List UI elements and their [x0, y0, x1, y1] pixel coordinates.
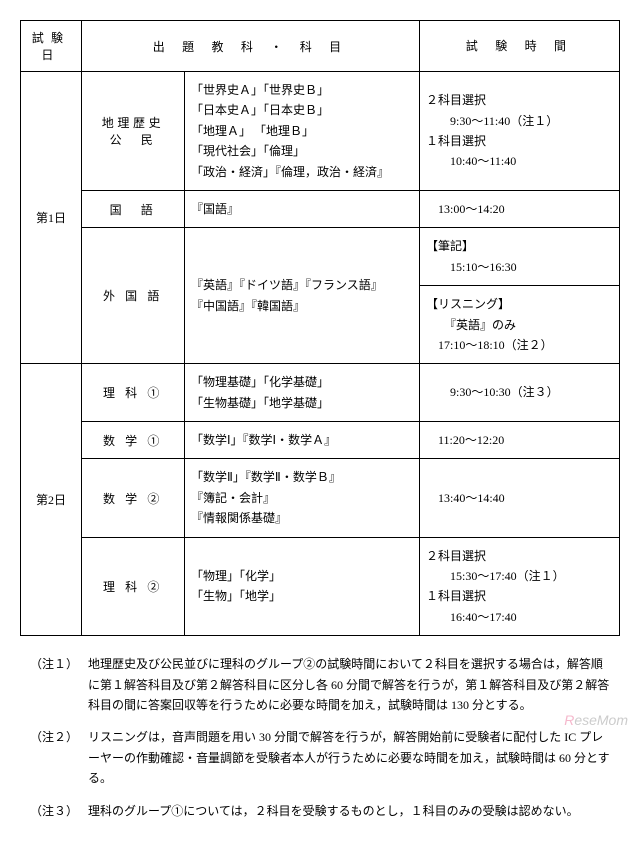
items-cell: 「物理基礎」「化学基礎」 「生物基礎」「地学基礎」 [185, 364, 420, 422]
items-cell: 『英語』『ドイツ語』『フランス語』 『中国語』『韓国語』 [185, 228, 420, 364]
subject-cell: 国 語 [82, 190, 185, 227]
note-label: （注３） [30, 801, 88, 821]
table-row: 外 国 語 『英語』『ドイツ語』『フランス語』 『中国語』『韓国語』 【筆記】 … [21, 228, 620, 286]
note-label: （注２） [30, 727, 88, 788]
time-cell: 13:00～14:20 [420, 190, 620, 227]
subject-cell: 数 学 ① [82, 422, 185, 459]
exam-schedule-table: 試験日 出 題 教 科 ・ 科 目 試 験 時 間 第1日 地理歴史 公 民 「… [20, 20, 620, 636]
items-cell: 「物理」「化学」 「生物」「地学」 [185, 537, 420, 636]
note-item: （注１） 地理歴史及び公民並びに理科のグループ②の試験時間において２科目を選択す… [30, 654, 610, 715]
time-cell: 9:30～10:30（注３） [420, 364, 620, 422]
note-item: （注２） リスニングは，音声問題を用い 30 分間で解答を行うが，解答開始前に受… [30, 727, 610, 788]
time-cell: 11:20～12:20 [420, 422, 620, 459]
subject-cell: 数 学 ② [82, 459, 185, 537]
day-cell: 第2日 [21, 364, 82, 636]
table-row: 理 科 ② 「物理」「化学」 「生物」「地学」 ２科目選択 15:30～17:4… [21, 537, 620, 636]
time-cell: ２科目選択 9:30～11:40（注１） １科目選択 10:40～11:40 [420, 72, 620, 191]
header-subject: 出 題 教 科 ・ 科 目 [82, 21, 420, 72]
items-cell: 「数学Ⅰ」『数学Ⅰ・数学Ａ』 [185, 422, 420, 459]
table-row: 第1日 地理歴史 公 民 「世界史Ａ」「世界史Ｂ」 「日本史Ａ」「日本史Ｂ」 「… [21, 72, 620, 191]
subject-cell: 理 科 ② [82, 537, 185, 636]
time-cell: 【筆記】 15:10～16:30 [420, 228, 620, 286]
note-text: 理科のグループ①については，２科目を受験するものとし，１科目のみの受験は認めない… [88, 801, 579, 821]
items-cell: 「世界史Ａ」「世界史Ｂ」 「日本史Ａ」「日本史Ｂ」 「地理Ａ」 「地理Ｂ」 「現… [185, 72, 420, 191]
table-row: 国 語 『国語』 13:00～14:20 [21, 190, 620, 227]
notes-section: （注１） 地理歴史及び公民並びに理科のグループ②の試験時間において２科目を選択す… [30, 654, 610, 821]
header-time: 試 験 時 間 [420, 21, 620, 72]
day-cell: 第1日 [21, 72, 82, 364]
table-row: 第2日 理 科 ① 「物理基礎」「化学基礎」 「生物基礎」「地学基礎」 9:30… [21, 364, 620, 422]
watermark: ReseMom [564, 712, 628, 728]
subject-cell: 地理歴史 公 民 [82, 72, 185, 191]
note-item: （注３） 理科のグループ①については，２科目を受験するものとし，１科目のみの受験… [30, 801, 610, 821]
table-row: 数 学 ② 「数学Ⅱ」『数学Ⅱ・数学Ｂ』 『簿記・会計』 『情報関係基礎』 13… [21, 459, 620, 537]
items-cell: 「数学Ⅱ」『数学Ⅱ・数学Ｂ』 『簿記・会計』 『情報関係基礎』 [185, 459, 420, 537]
time-cell: 【リスニング】 『英語』のみ 17:10～18:10（注２） [420, 286, 620, 364]
note-text: 地理歴史及び公民並びに理科のグループ②の試験時間において２科目を選択する場合は，… [88, 654, 610, 715]
time-cell: ２科目選択 15:30～17:40（注１） １科目選択 16:40～17:40 [420, 537, 620, 636]
header-day: 試験日 [21, 21, 82, 72]
watermark-rest: eseMom [574, 712, 628, 728]
subject-cell: 外 国 語 [82, 228, 185, 364]
table-row: 数 学 ① 「数学Ⅰ」『数学Ⅰ・数学Ａ』 11:20～12:20 [21, 422, 620, 459]
note-label: （注１） [30, 654, 88, 715]
watermark-r: R [564, 712, 574, 728]
subject-cell: 理 科 ① [82, 364, 185, 422]
note-text: リスニングは，音声問題を用い 30 分間で解答を行うが，解答開始前に受験者に配付… [88, 727, 610, 788]
items-cell: 『国語』 [185, 190, 420, 227]
time-cell: 13:40～14:40 [420, 459, 620, 537]
